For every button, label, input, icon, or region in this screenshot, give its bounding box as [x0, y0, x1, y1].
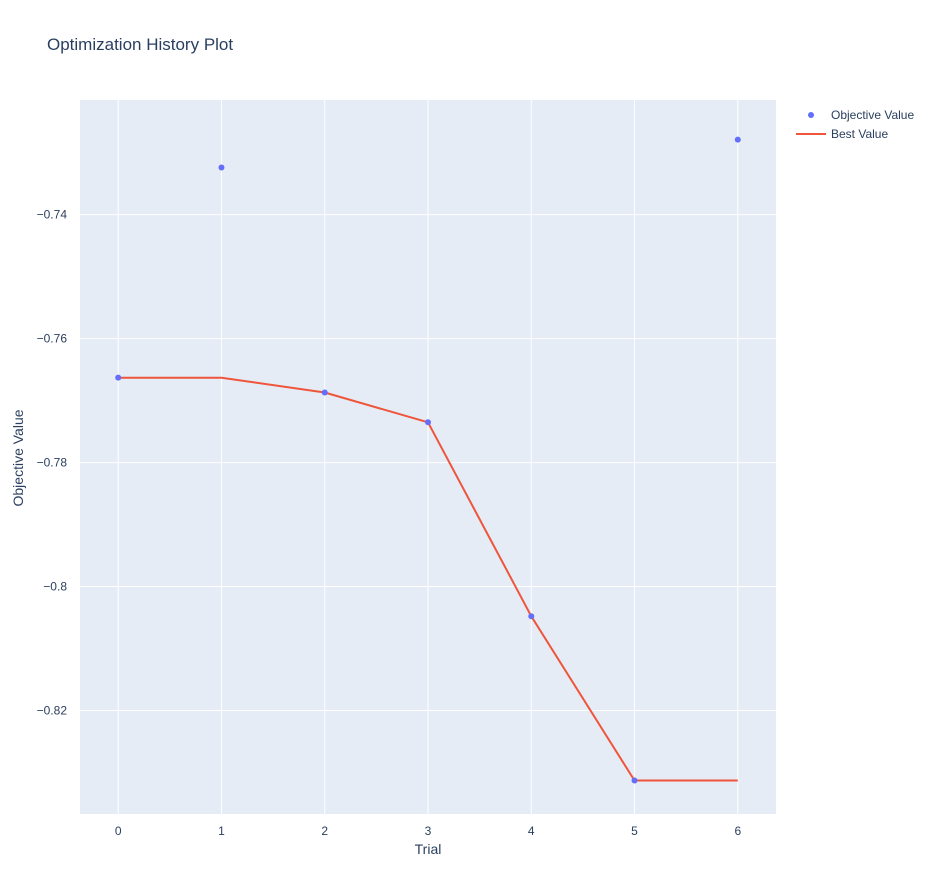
objective-value-point [425, 419, 431, 426]
tick-labels: 0 1 2 3 4 5 6 −0.82 −0.8 −0.78 −0.76 −0.74 [37, 208, 742, 838]
x-tick-label: 1 [218, 824, 225, 838]
x-tick-label: 5 [631, 824, 638, 838]
objective-value-point [631, 777, 638, 784]
objective-value-point [734, 136, 741, 143]
objective-value-point [528, 613, 535, 620]
x-tick-label: 4 [528, 824, 535, 838]
y-axis-title: Objective Value [10, 409, 26, 506]
y-tick-label: −0.8 [43, 580, 67, 594]
series-layer [115, 136, 741, 784]
legend-label: Best Value [831, 127, 888, 141]
objective-value-point [218, 164, 225, 171]
chart-title: Optimization History Plot [47, 35, 233, 54]
legend-label: Objective Value [831, 108, 914, 122]
x-tick-label: 3 [425, 824, 432, 838]
x-tick-label: 2 [321, 824, 328, 838]
legend-marker-dot [808, 112, 814, 118]
objective-value-point [115, 374, 122, 381]
x-tick-label: 0 [115, 824, 122, 838]
legend-item-objective-value[interactable]: Objective Value [808, 108, 914, 122]
x-tick-label: 6 [734, 824, 741, 838]
x-axis-title: Trial [415, 841, 442, 857]
grid-lines [80, 100, 776, 814]
y-tick-label: −0.76 [37, 332, 68, 346]
legend[interactable]: Objective Value Best Value [796, 108, 914, 141]
objective-value-point [321, 389, 328, 396]
y-tick-label: −0.78 [37, 456, 68, 470]
y-tick-label: −0.74 [37, 208, 68, 222]
y-tick-label: −0.82 [37, 703, 68, 717]
legend-item-best-value[interactable]: Best Value [796, 127, 888, 141]
